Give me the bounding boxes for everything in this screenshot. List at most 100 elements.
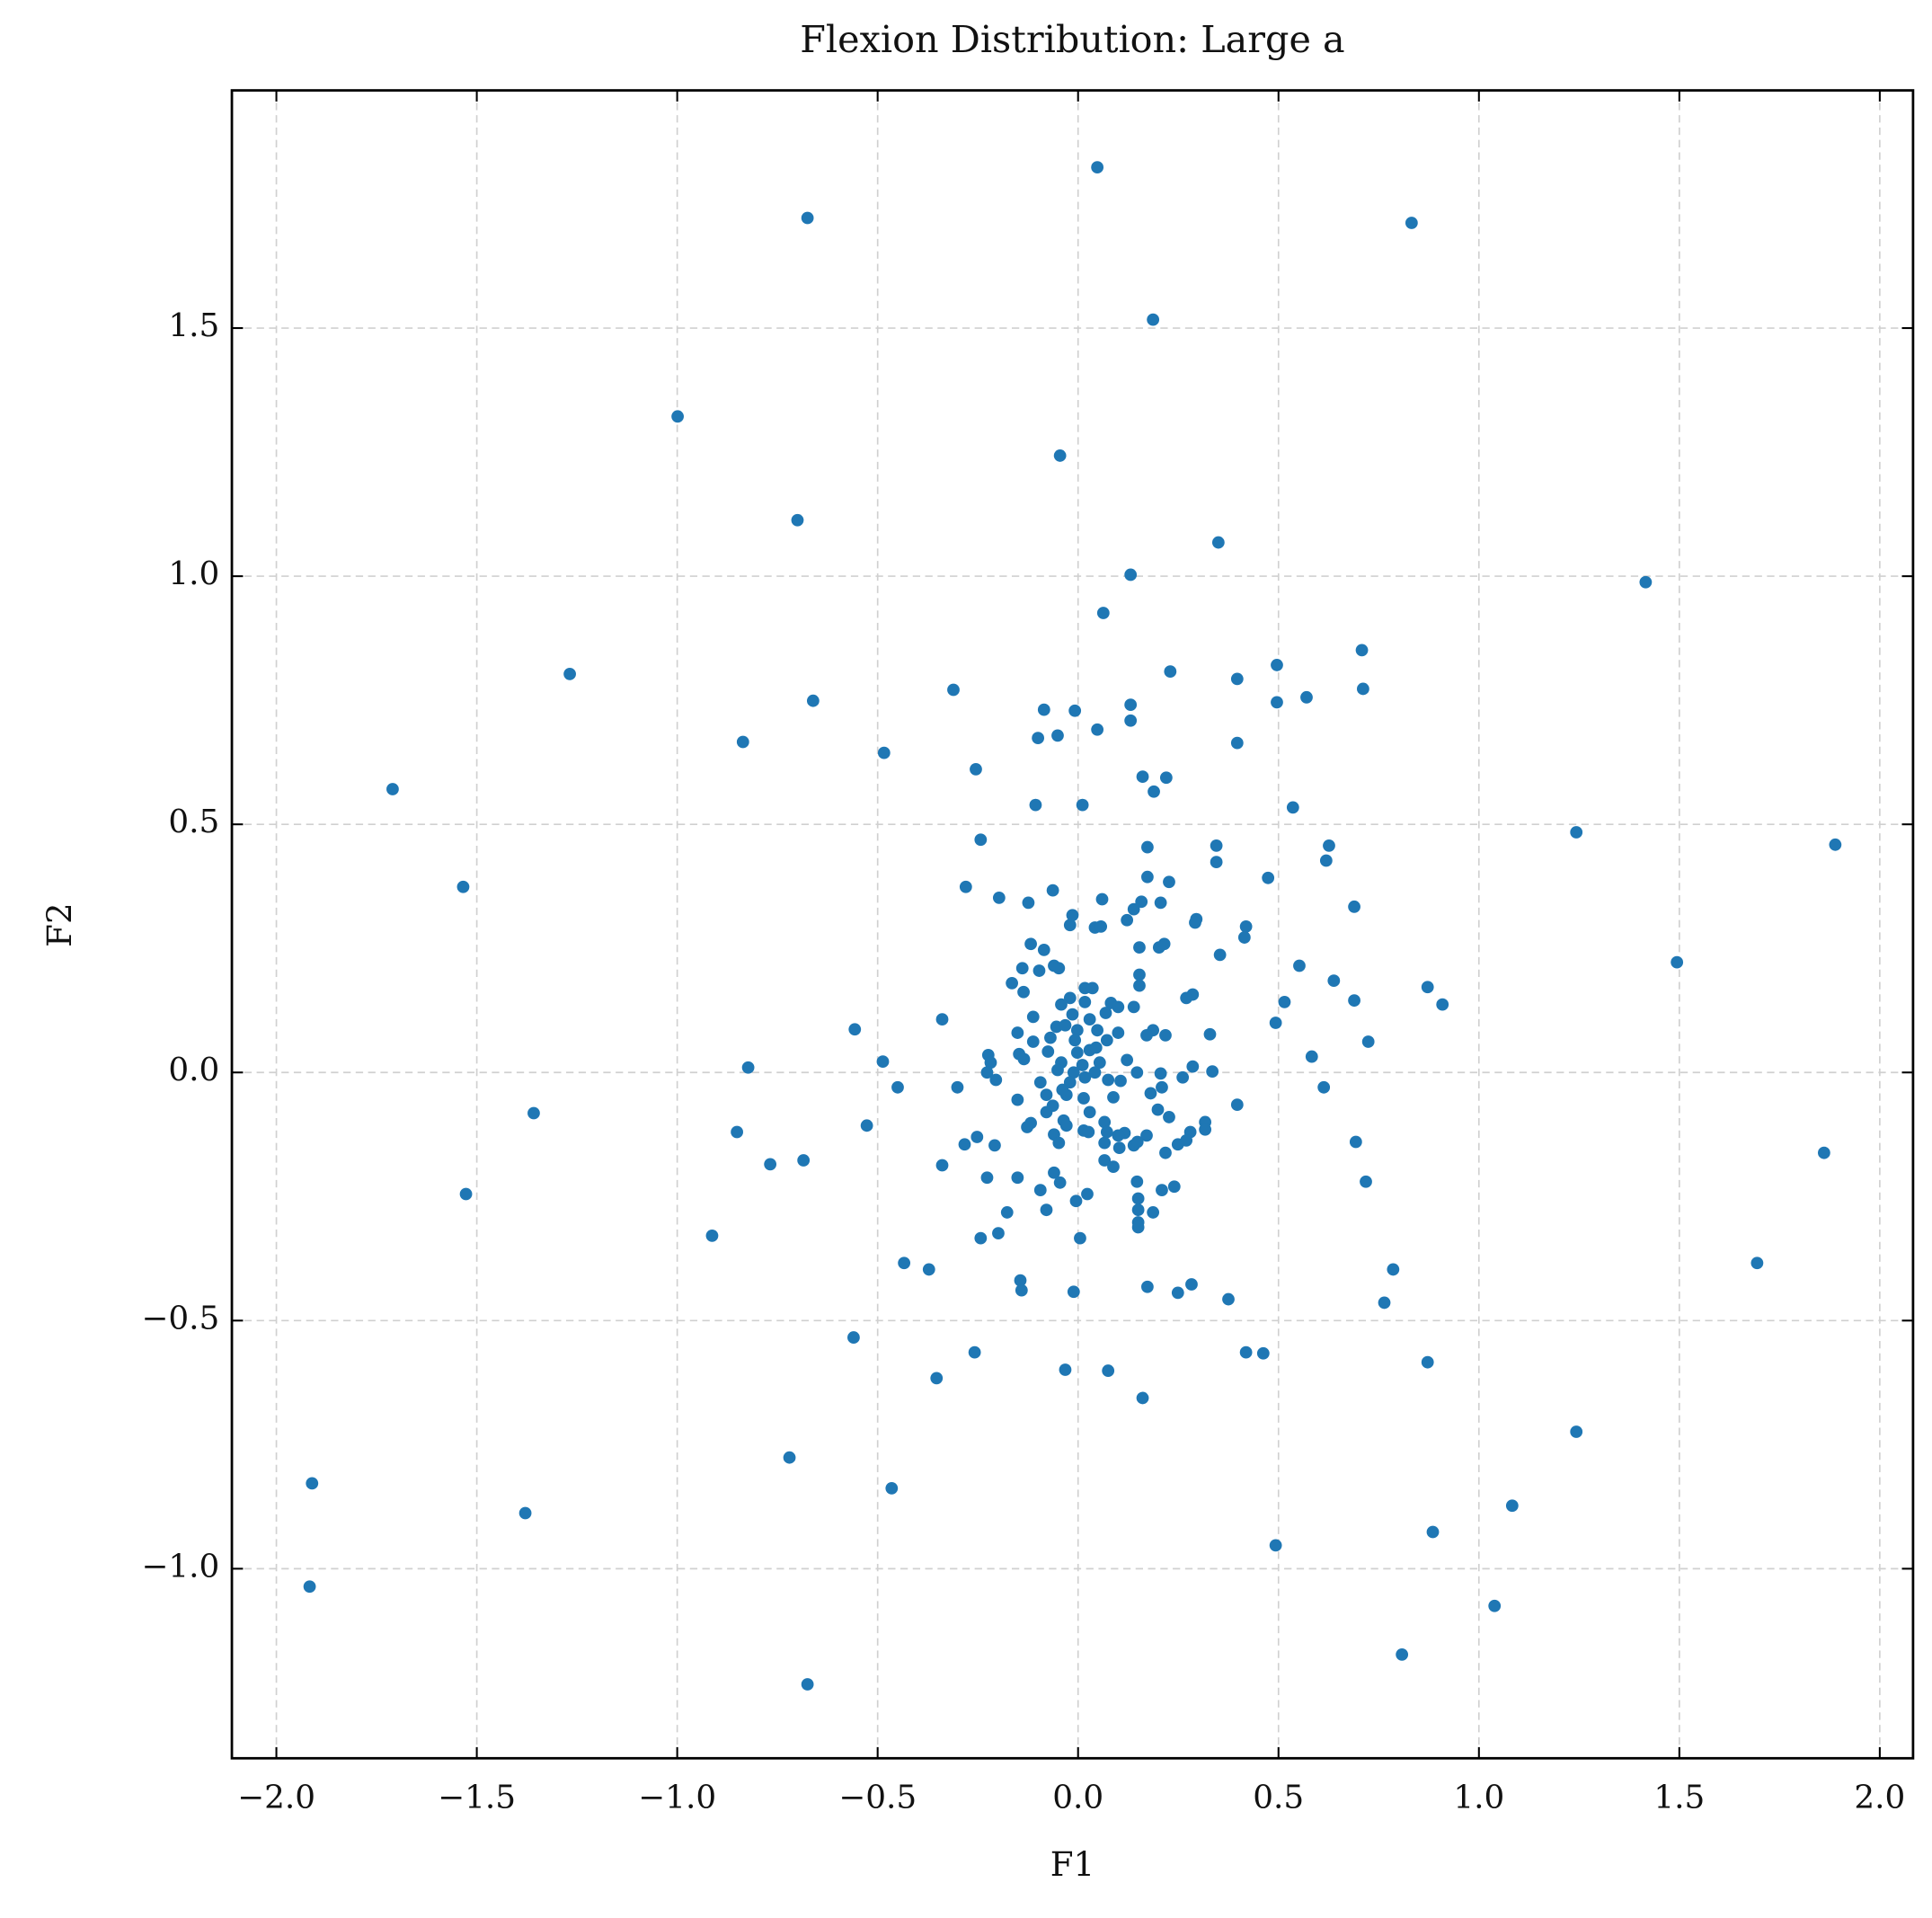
point (1107, 1160, 1120, 1174)
point (1121, 1053, 1134, 1067)
point (671, 410, 684, 423)
point (1269, 1017, 1282, 1029)
point (1141, 840, 1154, 854)
point (1159, 1028, 1172, 1042)
point (731, 1125, 743, 1139)
point (736, 735, 749, 749)
point (1021, 1121, 1033, 1133)
point (1157, 937, 1171, 951)
point (1262, 871, 1275, 884)
x-tick-label: 1.5 (1653, 1779, 1705, 1816)
point (1222, 1292, 1235, 1306)
point (1081, 1187, 1094, 1201)
point (1055, 998, 1068, 1011)
point (1239, 1345, 1253, 1359)
point (1159, 771, 1173, 785)
point (1421, 1355, 1434, 1369)
point (1048, 1166, 1060, 1179)
point (1024, 937, 1037, 951)
point (1078, 1070, 1092, 1084)
point (1237, 931, 1251, 944)
point (1317, 1080, 1331, 1094)
point (1089, 1041, 1103, 1054)
point (1068, 1034, 1082, 1047)
point (1006, 976, 1019, 990)
point (1099, 1007, 1112, 1019)
point (1066, 909, 1079, 922)
point (860, 1119, 873, 1132)
point (1082, 1125, 1095, 1139)
point (1256, 1346, 1270, 1360)
point (1130, 1135, 1144, 1149)
point (1112, 1000, 1125, 1014)
point (1015, 962, 1029, 975)
point (1046, 884, 1059, 897)
point (1133, 968, 1146, 981)
point (1112, 1141, 1126, 1155)
point (764, 1158, 777, 1171)
point (951, 1080, 964, 1094)
point (1136, 1391, 1149, 1405)
point (1199, 1123, 1212, 1136)
point (959, 880, 972, 893)
point (1066, 1008, 1079, 1021)
point (1210, 856, 1223, 869)
x-tick-label: 0.5 (1253, 1779, 1304, 1816)
point (806, 694, 820, 707)
point (1230, 736, 1244, 750)
point (1124, 698, 1138, 711)
point (1067, 1285, 1080, 1299)
point (1271, 659, 1283, 671)
point (1405, 217, 1418, 229)
point (1131, 1192, 1145, 1205)
point (1098, 1115, 1112, 1129)
point (306, 1477, 319, 1490)
point (1083, 1106, 1096, 1119)
point (1319, 854, 1333, 867)
point (1357, 682, 1369, 696)
plot-frame (230, 89, 1915, 1760)
point (1164, 665, 1177, 679)
point (1293, 959, 1306, 972)
point (1074, 1231, 1086, 1245)
point (1095, 920, 1108, 933)
point (885, 1482, 899, 1495)
point (1051, 729, 1064, 742)
point (1203, 1027, 1217, 1041)
point (1078, 995, 1092, 1008)
point (1361, 1035, 1375, 1048)
y-tick-label: 1.0 (168, 555, 219, 592)
x-tick-label: 2.0 (1854, 1779, 1905, 1816)
point (1098, 1136, 1112, 1150)
point (1147, 1206, 1160, 1219)
point (1829, 838, 1842, 851)
point (1053, 1176, 1067, 1189)
point (935, 1013, 949, 1026)
point (1348, 900, 1360, 913)
point (1360, 1175, 1372, 1188)
point (1063, 1076, 1077, 1089)
point (992, 1227, 1005, 1240)
point (1305, 1050, 1318, 1063)
point (1211, 536, 1225, 549)
point (1349, 1135, 1362, 1149)
point (303, 1580, 316, 1594)
point (1323, 839, 1335, 852)
point (1052, 962, 1066, 975)
point (1040, 1088, 1053, 1101)
point (1130, 1175, 1144, 1188)
y-tick-label: 0.0 (168, 1052, 219, 1088)
x-tick-label: −1.0 (638, 1779, 716, 1816)
point (1355, 644, 1369, 657)
point (1059, 1119, 1073, 1132)
point (783, 1451, 796, 1464)
point (1033, 1076, 1047, 1089)
point (968, 1345, 981, 1359)
point (1136, 770, 1149, 784)
point (1817, 1146, 1830, 1159)
point (1213, 948, 1227, 962)
point (1186, 1060, 1200, 1073)
point (1029, 798, 1042, 812)
point (1639, 575, 1653, 589)
point (1033, 1184, 1047, 1196)
